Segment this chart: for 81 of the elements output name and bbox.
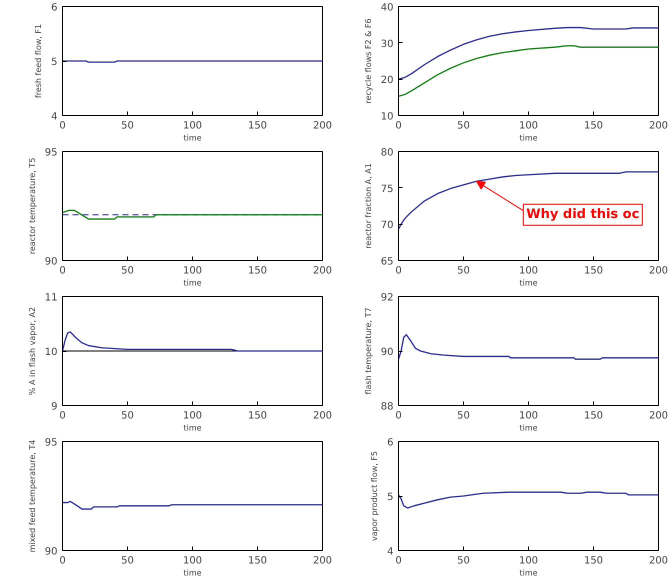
x-tick-label: 150 xyxy=(248,410,268,422)
y-tick-label: 9 xyxy=(51,402,58,412)
x-tick-label: 0 xyxy=(59,120,66,132)
y-tick-label: 90 xyxy=(44,546,58,558)
y-tick-label: 95 xyxy=(44,438,58,448)
y-axis-title: recycle flows F2 & F6 xyxy=(364,18,373,104)
x-tick-label: 50 xyxy=(121,120,134,132)
y-tick-label: 6 xyxy=(387,438,394,448)
x-axis-title: time xyxy=(183,424,202,432)
y-tick-label: 92 xyxy=(380,292,394,304)
x-tick-label: 150 xyxy=(584,556,604,566)
x-tick-label: 50 xyxy=(457,266,470,276)
x-axis-title: time xyxy=(519,424,538,432)
x-axis-title: time xyxy=(519,278,538,288)
x-tick-label: 200 xyxy=(312,410,332,422)
x-tick-label: 100 xyxy=(518,410,538,422)
x-tick-label: 0 xyxy=(395,410,402,422)
y-tick-label: 70 xyxy=(380,220,394,232)
x-tick-label: 0 xyxy=(395,120,402,132)
x-tick-label: 50 xyxy=(121,266,134,276)
y-axis-title: mixed feed temperature, T4 xyxy=(28,440,37,552)
y-tick-label: 10 xyxy=(44,347,58,358)
x-tick-label: 150 xyxy=(584,120,604,132)
y-axis-title: flash temperature, T7 xyxy=(364,307,373,395)
y-tick-label: 20 xyxy=(380,75,394,86)
y-axis-title: reactor fraction A, A1 xyxy=(364,163,373,249)
x-axis-title: time xyxy=(183,134,202,142)
x-tick-label: 200 xyxy=(312,120,332,132)
x-tick-label: 50 xyxy=(121,556,134,566)
x-tick-label: 150 xyxy=(584,410,604,422)
x-tick-label: 150 xyxy=(584,266,604,276)
x-tick-label: 200 xyxy=(648,266,668,276)
x-tick-label: 0 xyxy=(59,410,66,422)
y-tick-label: 4 xyxy=(51,112,58,122)
y-tick-label: 40 xyxy=(380,2,394,14)
y-axis-title: % A in flash vapor, A2 xyxy=(28,306,37,396)
x-tick-label: 150 xyxy=(248,556,268,566)
y-tick-label: 5 xyxy=(51,57,58,68)
y-axis-title: reactor temperature, T5 xyxy=(28,158,37,254)
x-tick-label: 100 xyxy=(518,120,538,132)
x-tick-label: 50 xyxy=(121,410,134,422)
y-tick-label: 95 xyxy=(44,148,58,158)
y-tick-label: 10 xyxy=(380,112,394,122)
y-axis-title: fresh feed flow, F1 xyxy=(34,24,44,98)
x-tick-label: 150 xyxy=(248,120,268,132)
x-tick-label: 100 xyxy=(518,556,538,566)
y-tick-label: 88 xyxy=(380,402,394,412)
y-tick-label: 11 xyxy=(44,292,58,304)
y-tick-label: 75 xyxy=(380,184,394,195)
x-tick-label: 50 xyxy=(457,556,470,566)
y-tick-label: 30 xyxy=(380,38,394,50)
x-tick-label: 50 xyxy=(457,120,470,132)
y-tick-label: 90 xyxy=(380,347,394,358)
y-tick-label: 4 xyxy=(387,546,394,558)
x-tick-label: 150 xyxy=(248,266,268,276)
x-tick-label: 100 xyxy=(518,266,538,276)
x-tick-label: 200 xyxy=(648,556,668,566)
annotation: Why did this oc xyxy=(526,207,640,222)
x-axis-title: time xyxy=(183,278,202,288)
x-tick-label: 100 xyxy=(182,410,202,422)
y-tick-label: 65 xyxy=(380,256,394,268)
x-tick-label: 0 xyxy=(59,266,66,276)
x-tick-label: 100 xyxy=(182,556,202,566)
y-tick-label: 6 xyxy=(51,2,58,14)
y-tick-label: 90 xyxy=(44,256,58,268)
y-axis-title: vapor product flow, F5 xyxy=(370,450,380,542)
x-tick-label: 0 xyxy=(395,556,402,566)
x-tick-label: 200 xyxy=(648,410,668,422)
x-axis-title: time xyxy=(183,568,202,578)
x-axis-title: time xyxy=(519,134,538,142)
x-tick-label: 0 xyxy=(59,556,66,566)
x-tick-label: 200 xyxy=(312,556,332,566)
x-tick-label: 100 xyxy=(182,266,202,276)
x-tick-label: 50 xyxy=(457,410,470,422)
y-tick-label: 5 xyxy=(387,492,394,503)
y-tick-label: 80 xyxy=(380,148,394,158)
x-tick-label: 100 xyxy=(182,120,202,132)
x-axis-title: time xyxy=(519,568,538,578)
x-tick-label: 200 xyxy=(312,266,332,276)
x-tick-label: 200 xyxy=(648,120,668,132)
x-tick-label: 0 xyxy=(395,266,402,276)
